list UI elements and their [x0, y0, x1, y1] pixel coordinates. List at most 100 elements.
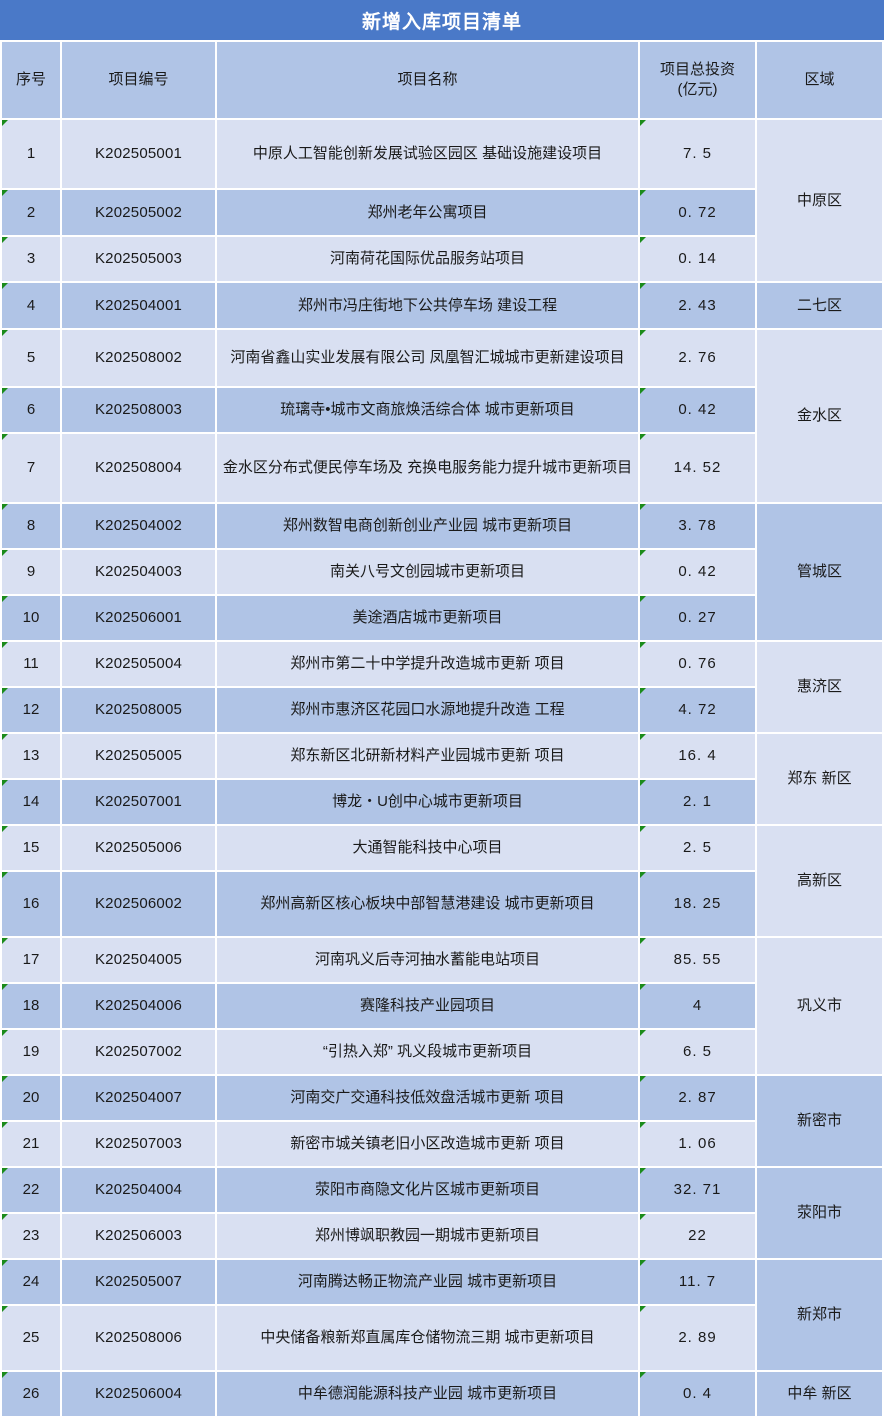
cell-error-flag-icon [2, 504, 8, 510]
table-row: 2 K202505002 郑州老年公寓项目 0. 72 [0, 190, 884, 237]
cell-project-code: K202505003 [62, 237, 217, 283]
cell-project-code: K202504002 [62, 504, 217, 550]
cell-region: 新郑市 [757, 1260, 884, 1372]
table-row: 13 K202505005 郑东新区北研新材料产业园城市更新 项目 16. 4 郑东 新… [0, 734, 884, 826]
cell-project-code: K202508006 [62, 1306, 217, 1372]
cell-investment: 0. 42 [640, 388, 757, 434]
cell-project-name: 郑州高新区核心板块中部智慧港建设 城市更新项目 [217, 872, 640, 938]
cell-index: 8 [0, 504, 62, 550]
cell-error-flag-icon [2, 434, 8, 440]
table-row: 18 K202504006 赛隆科技产业园项目 4 [0, 984, 884, 1030]
table-row: 12 K202508005 郑州市惠济区花园口水源地提升改造 工程 4. 72 [0, 688, 884, 734]
cell-error-flag-icon [640, 642, 646, 648]
cell-investment: 22 [640, 1214, 757, 1260]
cell-investment: 18. 25 [640, 872, 757, 938]
table-row: 19 K202507002 “引热入郑” 巩义段城市更新项目 6. 5 [0, 1030, 884, 1076]
cell-index: 2 [0, 190, 62, 237]
cell-error-flag-icon [2, 1168, 8, 1174]
cell-project-code: K202505006 [62, 826, 217, 872]
cell-project-name: 赛隆科技产业园项目 [217, 984, 640, 1030]
cell-investment: 11. 7 [640, 1260, 757, 1306]
cell-region: 管城区 [757, 504, 884, 642]
cell-error-flag-icon [2, 596, 8, 602]
cell-error-flag-icon [2, 1030, 8, 1036]
cell-error-flag-icon [2, 283, 8, 289]
cell-error-flag-icon [640, 550, 646, 556]
cell-error-flag-icon [2, 120, 8, 126]
cell-investment: 1. 06 [640, 1122, 757, 1168]
cell-project-name: 大通智能科技中心项目 [217, 826, 640, 872]
cell-error-flag-icon [2, 938, 8, 944]
table-row: 10 K202506001 美途酒店城市更新项目 0. 27 [0, 596, 884, 642]
cell-error-flag-icon [2, 688, 8, 694]
cell-error-flag-icon [640, 688, 646, 694]
cell-investment: 4. 72 [640, 688, 757, 734]
cell-project-name: 中原人工智能创新发展试验区园区 基础设施建设项目 [217, 120, 640, 190]
cell-error-flag-icon [2, 780, 8, 786]
cell-region: 巩义市 [757, 938, 884, 1076]
cell-index: 14 [0, 780, 62, 826]
cell-project-name: 中牟德润能源科技产业园 城市更新项目 [217, 1372, 640, 1418]
table-row: 17 K202504005 河南巩义后寺河抽水蓄能电站项目 85. 55 巩义市 [0, 938, 884, 1076]
cell-index: 4 [0, 283, 62, 330]
cell-investment: 0. 72 [640, 190, 757, 237]
cell-project-code: K202506001 [62, 596, 217, 642]
cell-project-name: 琉璃寺•城市文商旅焕活综合体 城市更新项目 [217, 388, 640, 434]
cell-error-flag-icon [2, 826, 8, 832]
cell-error-flag-icon [2, 1260, 8, 1266]
cell-project-code: K202504005 [62, 938, 217, 984]
table-row: 5 K202508002 河南省鑫山实业发展有限公司 凤凰智汇城城市更新建设项目 2.… [0, 330, 884, 504]
cell-project-code: K202507001 [62, 780, 217, 826]
cell-project-name: 郑州市冯庄街地下公共停车场 建设工程 [217, 283, 640, 330]
table-row: 22 K202504004 荥阳市商隐文化片区城市更新项目 32. 71 荥阳市 [0, 1168, 884, 1260]
cell-region: 中原区 [757, 120, 884, 283]
cell-investment: 14. 52 [640, 434, 757, 504]
header-row: 序号 项目编号 项目名称 项目总投资 (亿元) 区域 [0, 42, 884, 120]
cell-project-code: K202506004 [62, 1372, 217, 1418]
cell-error-flag-icon [2, 1372, 8, 1378]
table-row: 20 K202504007 河南交广交通科技低效盘活城市更新 项目 2. 87 新密市 [0, 1076, 884, 1168]
cell-index: 26 [0, 1372, 62, 1418]
cell-project-name: 郑州市第二十中学提升改造城市更新 项目 [217, 642, 640, 688]
table-row: 26 K202506004 中牟德润能源科技产业园 城市更新项目 0. 4 中牟 新区 [0, 1372, 884, 1418]
cell-investment: 2. 89 [640, 1306, 757, 1372]
cell-error-flag-icon [2, 550, 8, 556]
cell-investment: 6. 5 [640, 1030, 757, 1076]
cell-error-flag-icon [640, 388, 646, 394]
cell-error-flag-icon [2, 1076, 8, 1082]
cell-error-flag-icon [640, 1260, 646, 1266]
cell-region: 中牟 新区 [757, 1372, 884, 1418]
cell-index: 15 [0, 826, 62, 872]
column-header-name: 项目名称 [217, 42, 640, 120]
cell-index: 17 [0, 938, 62, 984]
sheet-title-bar: 新增入库项目清单 [0, 0, 884, 42]
cell-project-name: 金水区分布式便民停车场及 充换电服务能力提升城市更新项目 [217, 434, 640, 504]
cell-index: 21 [0, 1122, 62, 1168]
cell-error-flag-icon [2, 1214, 8, 1220]
cell-project-code: K202507002 [62, 1030, 217, 1076]
cell-error-flag-icon [640, 190, 646, 196]
cell-error-flag-icon [640, 237, 646, 243]
cell-error-flag-icon [2, 642, 8, 648]
cell-error-flag-icon [640, 283, 646, 289]
cell-project-name: 新密市城关镇老旧小区改造城市更新 项目 [217, 1122, 640, 1168]
cell-error-flag-icon [640, 780, 646, 786]
cell-error-flag-icon [640, 1122, 646, 1128]
cell-project-code: K202508003 [62, 388, 217, 434]
cell-error-flag-icon [640, 1168, 646, 1174]
cell-error-flag-icon [2, 237, 8, 243]
cell-investment: 7. 5 [640, 120, 757, 190]
cell-index: 20 [0, 1076, 62, 1122]
cell-project-code: K202505005 [62, 734, 217, 780]
cell-project-name: 河南腾达畅正物流产业园 城市更新项目 [217, 1260, 640, 1306]
cell-region: 新密市 [757, 1076, 884, 1168]
column-header-investment-line1: 项目总投资 [659, 61, 735, 79]
cell-index: 10 [0, 596, 62, 642]
cell-investment: 0. 76 [640, 642, 757, 688]
table-row: 15 K202505006 大通智能科技中心项目 2. 5 高新区 [0, 826, 884, 938]
cell-project-code: K202508005 [62, 688, 217, 734]
cell-index: 1 [0, 120, 62, 190]
cell-project-code: K202505004 [62, 642, 217, 688]
